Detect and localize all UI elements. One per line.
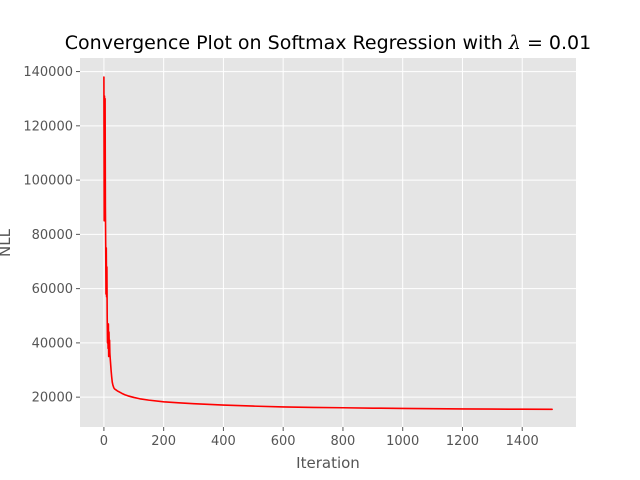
nll-series-line xyxy=(103,76,553,411)
x-tick-label: 1200 xyxy=(446,434,479,449)
chart-title-suffix: = 0.01 xyxy=(521,32,591,54)
y-gridlines xyxy=(80,71,576,398)
x-tick-label: 800 xyxy=(331,434,356,449)
y-axis-label: NLL xyxy=(0,228,14,257)
x-axis-label: Iteration xyxy=(296,454,360,472)
chart-title: Convergence Plot on Softmax Regression w… xyxy=(65,32,591,54)
x-tick-label: 200 xyxy=(151,434,176,449)
x-axis-ticks: 0 200 400 600 800 1000 1200 1400 xyxy=(100,427,539,449)
x-tick-label: 0 xyxy=(100,434,108,449)
chart-title-symbol: λ xyxy=(508,32,521,54)
x-tick-label: 400 xyxy=(211,434,236,449)
y-tick-label: 60000 xyxy=(32,282,73,297)
y-tick-label: 100000 xyxy=(23,174,73,189)
y-tick-label: 80000 xyxy=(32,228,73,243)
y-tick-label: 40000 xyxy=(32,336,73,351)
plot-area xyxy=(80,58,576,427)
x-tick-label: 1000 xyxy=(386,434,419,449)
y-tick-label: 140000 xyxy=(23,65,73,80)
series-layer xyxy=(103,76,553,411)
y-tick-label: 120000 xyxy=(23,119,73,134)
y-tick-label: 20000 xyxy=(32,391,73,406)
x-tick-label: 1400 xyxy=(506,434,539,449)
chart-title-prefix: Convergence Plot on Softmax Regression w… xyxy=(65,32,509,54)
x-tick-label: 600 xyxy=(271,434,296,449)
y-axis-ticks: 20000 40000 60000 80000 100000 120000 140000 xyxy=(23,65,80,406)
